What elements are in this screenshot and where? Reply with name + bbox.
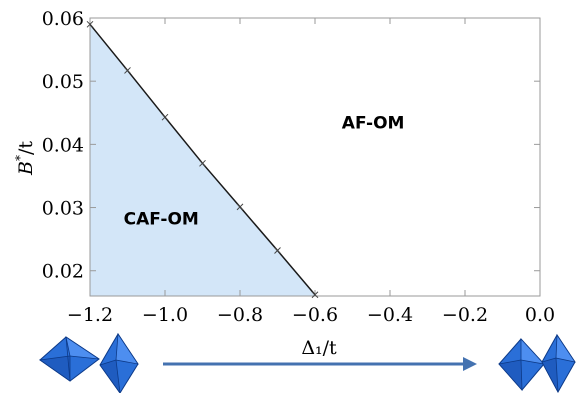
region-labels: CAF-OM AF-OM	[124, 114, 405, 230]
y-tick-label: 0.04	[42, 134, 84, 156]
boundary-marker	[311, 291, 319, 299]
octahedra-pair-icon	[38, 332, 139, 393]
x-tick-label: −1.0	[142, 304, 188, 326]
octahedra-pair-icon	[498, 333, 576, 393]
y-tick-labels: 0.02 0.03 0.04 0.05 0.06	[42, 8, 84, 283]
x-tick-labels: −1.2 −1.0 −0.8 −0.6 −0.4 −0.2 0.0	[67, 304, 555, 326]
x-axis-title: Δ₁/t	[301, 337, 337, 359]
caf-om-region-fill	[90, 18, 315, 296]
boundary-marker	[124, 67, 131, 74]
y-axis-title: B*/t	[13, 141, 37, 176]
x-tick-label: 0.0	[525, 304, 555, 326]
y-tick-label: 0.02	[42, 261, 84, 283]
boundary-marker	[161, 113, 169, 121]
y-tick-label: 0.03	[42, 198, 84, 220]
octahedron-icon	[99, 332, 139, 393]
boundary-marker	[86, 20, 94, 28]
right-arrow-icon	[163, 357, 477, 371]
x-tick-label: −1.2	[67, 304, 113, 326]
octahedron-icon	[541, 333, 576, 393]
boundary-marker	[236, 203, 244, 211]
octahedron-icon	[38, 336, 100, 382]
x-tick-label: −0.2	[442, 304, 488, 326]
region-label: CAF-OM	[124, 210, 199, 230]
boundary-markers	[86, 20, 319, 299]
boundary-marker	[199, 159, 206, 167]
y-tick-label: 0.05	[42, 71, 84, 93]
boundary-marker	[274, 247, 281, 254]
x-tick-label: −0.6	[292, 304, 338, 326]
octahedron-icon	[498, 337, 546, 392]
x-tick-label: −0.4	[367, 304, 413, 326]
y-tick-label: 0.06	[42, 8, 84, 30]
x-tick-label: −0.8	[217, 304, 263, 326]
region-label: AF-OM	[342, 114, 405, 134]
axis-ticks	[89, 17, 541, 296]
